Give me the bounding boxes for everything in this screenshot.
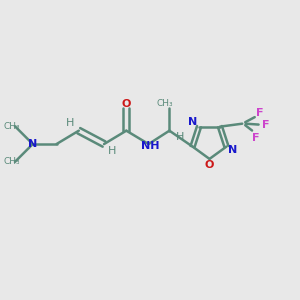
Text: F: F [262,120,269,130]
Text: CH₃: CH₃ [157,99,173,108]
Text: F: F [256,108,263,118]
Text: NH: NH [141,140,160,151]
Text: N: N [188,117,198,127]
Text: O: O [122,99,131,109]
Text: H: H [176,132,184,142]
Text: CH₃: CH₃ [4,122,20,131]
Text: N: N [28,139,38,149]
Text: H: H [66,118,75,128]
Text: O: O [205,160,214,170]
Text: CH₃: CH₃ [4,158,20,166]
Text: F: F [252,133,260,143]
Text: N: N [228,145,237,154]
Text: H: H [108,146,117,157]
